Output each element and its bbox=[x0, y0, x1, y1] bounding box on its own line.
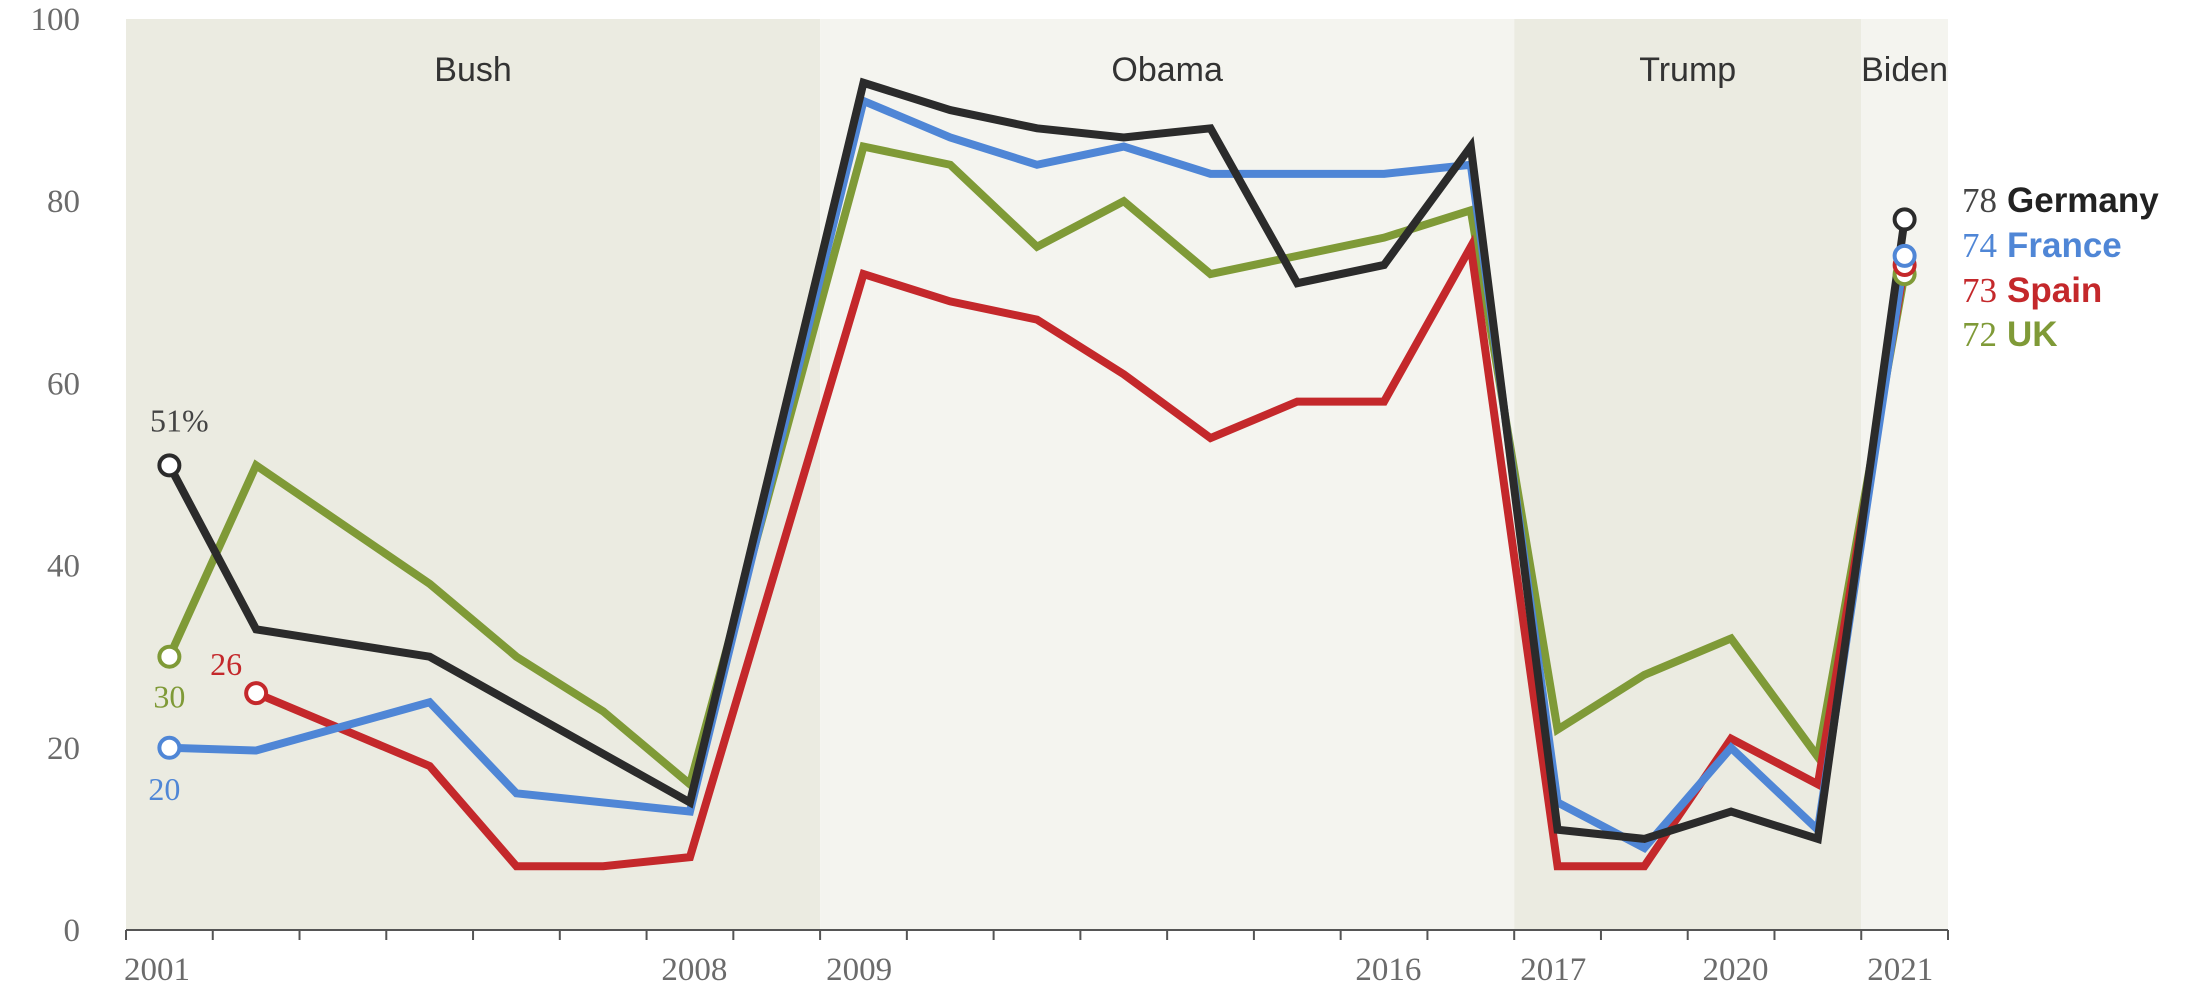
start-label-france: 20 bbox=[148, 771, 180, 807]
series-lines bbox=[165, 77, 1909, 871]
series-line-spain bbox=[254, 234, 1909, 871]
start-marker-france bbox=[157, 735, 182, 760]
y-tick-label-0: 0 bbox=[64, 913, 81, 949]
era-label-biden: Biden bbox=[1861, 51, 1948, 89]
legend-entry-uk: 72 UK bbox=[1962, 315, 2058, 354]
legend-value-germany: 78 bbox=[1962, 181, 1997, 220]
legend-name-uk: UK bbox=[2007, 315, 2058, 354]
x-axis: 2001 2008 2009 2016 2017 2020 2021 bbox=[124, 929, 1949, 988]
legend-entry-spain: 73 Spain bbox=[1962, 271, 2102, 310]
legend: 78 Germany 74 France 73 Spain 72 UK bbox=[1962, 181, 2159, 354]
legend-value-spain: 73 bbox=[1962, 271, 1997, 310]
x-tick-label-2020: 2020 bbox=[1702, 952, 1768, 988]
era-label-obama: Obama bbox=[1111, 51, 1223, 89]
y-axis: 0 20 40 60 80 100 bbox=[31, 2, 81, 949]
legend-name-france: France bbox=[2007, 226, 2122, 265]
start-annotations: 30 26 20 51% bbox=[148, 402, 242, 806]
legend-value-france: 74 bbox=[1962, 226, 1997, 265]
series-line-uk bbox=[165, 141, 1909, 792]
y-tick-label-40: 40 bbox=[47, 549, 80, 585]
era-label-bush: Bush bbox=[434, 51, 512, 89]
series-line-germany bbox=[165, 77, 1909, 845]
y-tick-label-60: 60 bbox=[47, 366, 80, 402]
legend-value-uk: 72 bbox=[1962, 315, 1997, 354]
legend-entry-france: 74 France bbox=[1962, 226, 2122, 265]
start-label-spain: 26 bbox=[210, 646, 242, 682]
end-marker-france bbox=[1892, 243, 1917, 268]
x-tick-label-2016: 2016 bbox=[1355, 952, 1421, 988]
x-tick-label-2021: 2021 bbox=[1867, 952, 1933, 988]
era-labels: Bush Obama Trump Biden bbox=[434, 51, 1948, 89]
x-tick-label-2008: 2008 bbox=[661, 952, 727, 988]
start-label-uk: 30 bbox=[153, 679, 185, 715]
y-tick-label-80: 80 bbox=[47, 184, 80, 220]
start-marker-uk bbox=[157, 644, 182, 669]
era-bands bbox=[126, 19, 1948, 930]
y-tick-label-20: 20 bbox=[47, 731, 80, 767]
era-label-trump: Trump bbox=[1639, 51, 1736, 89]
x-tick-label-2009: 2009 bbox=[826, 952, 892, 988]
y-tick-label-100: 100 bbox=[31, 2, 81, 38]
x-tick-label-2017: 2017 bbox=[1520, 952, 1586, 988]
x-tick-label-2001: 2001 bbox=[124, 952, 190, 988]
legend-name-germany: Germany bbox=[2007, 181, 2159, 220]
start-label-germany: 51% bbox=[150, 402, 209, 438]
era-band-bush bbox=[126, 19, 821, 930]
start-marker-spain bbox=[244, 681, 269, 706]
legend-name-spain: Spain bbox=[2007, 271, 2102, 310]
start-marker-germany bbox=[157, 453, 182, 478]
era-band-biden bbox=[1861, 19, 1948, 930]
endpoint-markers bbox=[157, 207, 1917, 760]
end-marker-germany bbox=[1892, 207, 1917, 232]
legend-entry-germany: 78 Germany bbox=[1962, 181, 2159, 220]
